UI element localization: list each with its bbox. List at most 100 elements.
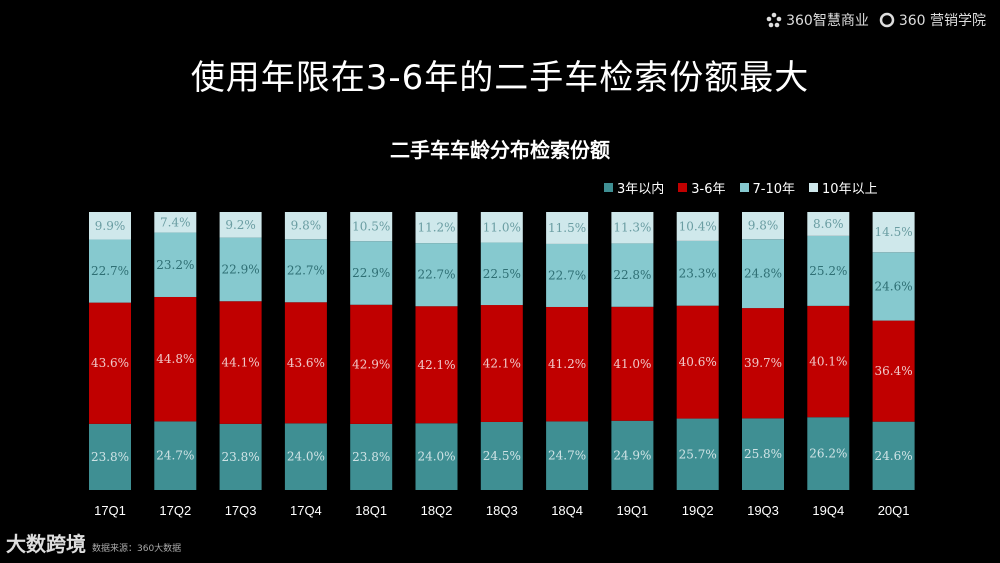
bar-segment-18Q4-s0 [546,421,589,490]
data-label-20Q1-s1: 36.4% [875,364,913,378]
data-label-19Q2-s3: 10.4% [679,219,717,233]
ring-logo-icon [879,12,895,28]
legend-label-3-6-years: 3-6年 [691,182,726,197]
data-label-18Q1-s1: 42.9% [352,357,390,371]
x-tick-label-17Q1: 17Q1 [94,503,126,518]
data-label-17Q4-s0: 24.0% [287,450,325,464]
data-label-17Q2-s1: 44.8% [156,352,194,366]
x-tick-label-18Q1: 18Q1 [355,503,387,518]
bar-segment-17Q1-s1 [89,302,131,424]
data-label-19Q2-s1: 40.6% [679,355,717,369]
bar-segment-18Q1-s3 [350,212,393,242]
footer-brand: 大数跨境 [6,532,86,556]
bar-segment-17Q3-s2 [219,237,262,302]
legend-label-7-10-years: 7-10年 [752,182,796,197]
data-label-19Q4-s1: 40.1% [809,355,847,369]
data-label-17Q4-s3: 9.8% [291,219,322,233]
data-label-19Q2-s2: 23.3% [679,266,717,280]
data-label-19Q1-s0: 24.9% [613,448,651,462]
data-label-19Q3-s2: 24.8% [744,267,782,281]
x-tick-label-17Q3: 17Q3 [225,503,257,518]
x-tick-label-19Q1: 19Q1 [616,503,648,518]
footer: 大数跨境 数据来源：360大数据 [6,528,181,557]
data-label-17Q2-s0: 24.7% [156,449,194,463]
data-label-17Q1-s1: 43.6% [91,356,129,370]
x-tick-label-18Q4: 18Q4 [551,503,583,518]
chart-title: 二手车车龄分布检索份额 [390,138,610,162]
logo-marketing-academy: 360 营销学院 [879,10,986,30]
data-source-note: 数据来源：360大数据 [92,544,182,554]
bar-segment-17Q3-s1 [219,301,262,424]
data-label-17Q3-s0: 23.8% [222,450,260,464]
data-label-19Q4-s0: 26.2% [809,447,847,461]
data-label-18Q1-s2: 22.9% [352,266,390,280]
bar-segment-19Q4-s2 [807,235,850,306]
bar-segment-19Q2-s2 [676,240,719,306]
data-label-18Q2-s3: 11.2% [417,221,455,235]
data-label-18Q1-s0: 23.8% [352,450,390,464]
data-label-17Q3-s2: 22.9% [222,262,260,276]
data-label-17Q3-s1: 44.1% [222,356,260,370]
data-label-20Q1-s0: 24.6% [875,449,913,463]
bar-segment-18Q3-s0 [480,421,523,490]
x-tick-label-19Q2: 19Q2 [682,503,714,518]
x-tick-label-19Q4: 19Q4 [812,503,844,518]
header-logos: 360智慧商业 360 营销学院 [766,10,986,30]
data-label-18Q3-s3: 11.0% [483,220,521,234]
legend-item-under-3-years: 3年以内 [604,178,664,197]
page-title: 使用年限在3-6年的二手车检索份额最大 [190,58,810,98]
logo-smart-business: 360智慧商业 [766,10,869,30]
data-label-18Q4-s3: 11.5% [548,221,586,235]
bar-segment-19Q3-s2 [742,239,784,309]
data-label-18Q3-s0: 24.5% [483,449,521,463]
bar-segment-18Q1-s1 [350,304,393,424]
x-tick-label-17Q4: 17Q4 [290,503,322,518]
legend-swatch-under-3-years [604,183,613,192]
data-label-17Q4-s1: 43.6% [287,356,325,370]
bar-segment-19Q3-s3 [742,212,784,240]
bar-segment-19Q4-s0 [807,417,850,490]
data-label-19Q3-s1: 39.7% [744,356,782,370]
x-tick-label-17Q2: 17Q2 [159,503,191,518]
bar-segment-17Q3-s3 [219,212,262,238]
bar-segment-20Q1-s3 [872,212,915,253]
bar-segment-18Q4-s1 [546,306,589,422]
data-label-18Q3-s1: 42.1% [483,356,521,370]
data-label-19Q3-s3: 9.8% [748,219,779,233]
bar-segment-18Q2-s1 [415,306,458,424]
bar-segment-18Q3-s1 [480,305,523,422]
data-label-19Q1-s3: 11.3% [613,221,651,235]
data-label-18Q2-s0: 24.0% [417,450,455,464]
data-label-18Q2-s1: 42.1% [417,358,455,372]
bar-segment-19Q1-s3 [611,212,654,244]
bar-segment-17Q2-s3 [154,212,197,233]
bar-segment-19Q4-s3 [807,212,850,236]
legend-swatch-over-10-years [809,183,819,192]
data-label-17Q1-s2: 22.7% [91,264,129,278]
bar-segment-19Q2-s0 [676,418,719,490]
bar-segment-18Q4-s3 [546,212,589,244]
legend-swatch-3-6-years [678,183,688,192]
bar-segment-17Q2-s1 [154,296,197,422]
bar-segment-17Q2-s2 [154,232,197,297]
bar-segment-19Q1-s0 [611,420,654,490]
data-label-19Q1-s2: 22.8% [613,268,651,282]
bar-segment-18Q1-s0 [350,423,393,490]
data-label-19Q2-s0: 25.7% [679,447,717,461]
bar-segment-19Q3-s0 [742,418,784,490]
bar-segment-19Q1-s2 [611,243,654,307]
bar-segment-17Q1-s3 [89,212,131,240]
bar-segment-18Q3-s3 [480,212,523,243]
data-label-19Q1-s1: 41.0% [613,357,651,371]
data-label-20Q1-s3: 14.5% [875,225,913,239]
data-label-19Q4-s3: 8.6% [813,217,844,231]
legend-swatch-7-10-years [739,183,749,192]
data-label-18Q2-s2: 22.7% [417,268,455,282]
legend-label-over-10-years: 10年以上 [822,182,878,197]
bar-segment-18Q3-s2 [480,242,523,306]
bar-segment-17Q4-s3 [284,212,327,240]
x-tick-label-18Q2: 18Q2 [421,503,453,518]
x-tick-label-20Q1: 20Q1 [878,503,910,518]
bar-segment-17Q1-s2 [89,239,131,303]
